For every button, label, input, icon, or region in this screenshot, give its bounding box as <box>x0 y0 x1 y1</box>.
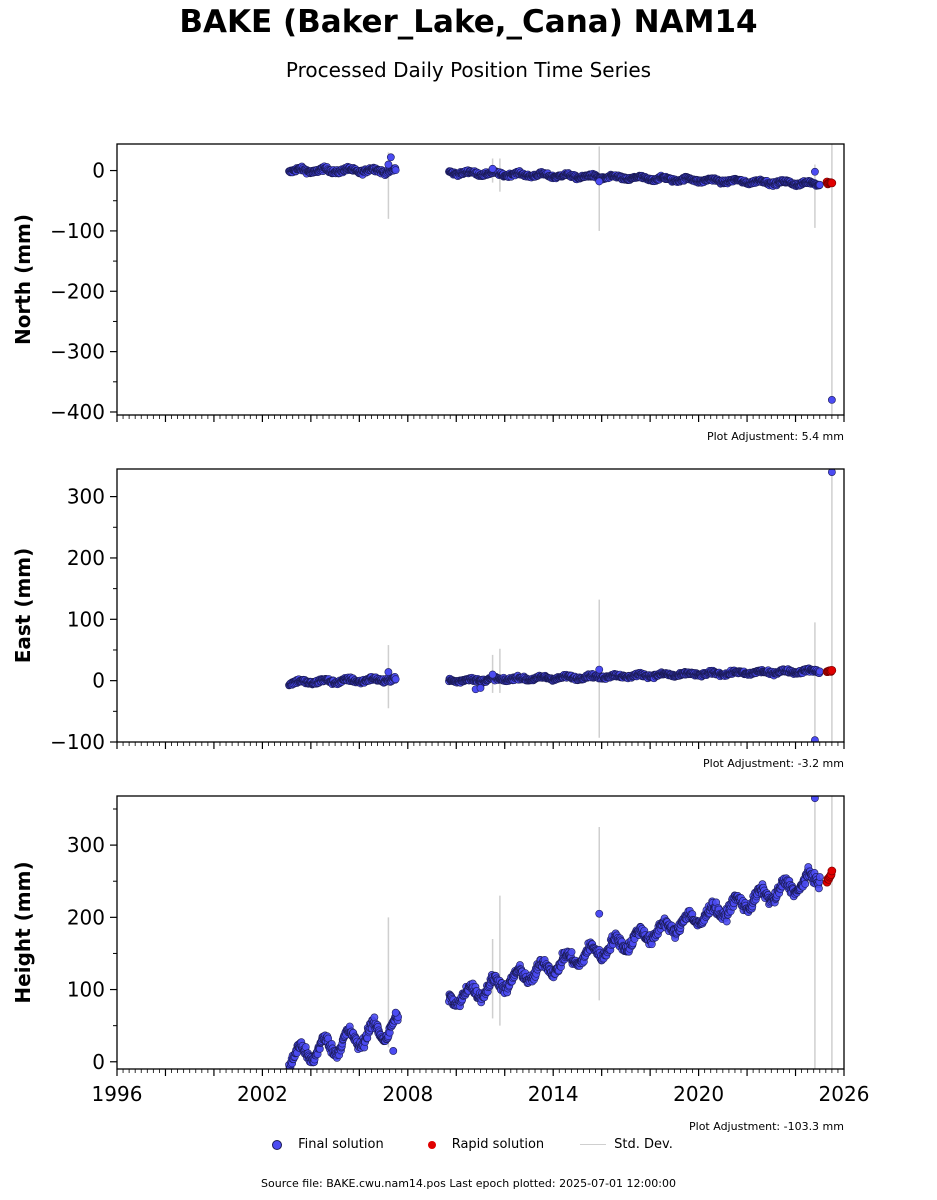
final-point <box>384 668 393 676</box>
y-axis-label: East (mm) <box>11 548 35 664</box>
final-point <box>389 1047 398 1055</box>
plot-adjustment-note: Plot Adjustment: -3.2 mm <box>703 757 844 770</box>
final-point <box>488 670 497 679</box>
legend-std-label: Std. Dev. <box>614 1137 673 1152</box>
x-tick-label: 1996 <box>92 1082 143 1106</box>
final-point <box>827 469 836 476</box>
y-tick-label: 100 <box>67 978 105 1002</box>
y-tick-label: 100 <box>67 607 105 631</box>
panel-2: 300 200 100 0 −100 East (mm) Plot Adjustment: … <box>11 468 845 770</box>
x-tick-label: 2026 <box>819 1082 870 1106</box>
rapid-point <box>827 666 837 675</box>
legend-final: Final solution <box>264 1137 384 1152</box>
x-tick-label: 2014 <box>528 1082 579 1106</box>
final-point <box>827 396 836 404</box>
y-axis-label: North (mm) <box>11 214 35 345</box>
y-tick-label: 0 <box>92 1050 105 1074</box>
y-tick-label: −100 <box>50 219 105 243</box>
y-tick-label: 300 <box>67 833 105 857</box>
source-note: Source file: BAKE.cwu.nam14.pos Last epo… <box>261 1177 676 1190</box>
final-point <box>391 1008 400 1017</box>
std-dev-line-icon <box>580 1144 607 1145</box>
plot-area-1 <box>285 144 837 415</box>
legend-rapid: Rapid solution <box>420 1137 544 1152</box>
final-point <box>811 796 819 803</box>
plot-area-3 <box>285 796 837 1069</box>
y-tick-label: 200 <box>67 546 105 570</box>
y-tick-label: −200 <box>50 279 105 303</box>
y-tick-label: 0 <box>92 159 105 183</box>
y-tick-label: −300 <box>50 340 105 364</box>
final-point <box>567 948 576 956</box>
final-point <box>815 667 824 676</box>
chart-subtitle: Processed Daily Position Time Series <box>285 58 652 82</box>
final-point <box>391 166 400 175</box>
y-tick-label: −100 <box>50 730 105 754</box>
final-point <box>811 167 819 176</box>
final-point <box>811 736 819 742</box>
rapid-solution-marker-icon <box>427 1140 436 1149</box>
y-axis-label: Height (mm) <box>11 861 35 1003</box>
plot-frame <box>116 468 845 743</box>
plot-frame <box>116 795 845 1070</box>
x-tick-label: 2020 <box>673 1082 724 1106</box>
final-point <box>801 880 810 888</box>
legend: Final solution Rapid solution Std. Dev. <box>0 1137 937 1152</box>
final-point <box>815 873 824 881</box>
rapid-point <box>827 866 837 876</box>
final-point <box>814 884 823 893</box>
final-point <box>722 917 731 926</box>
y-tick-label: 300 <box>67 485 105 509</box>
final-solution-marker-icon <box>272 1139 283 1150</box>
legend-std: Std. Dev. <box>580 1137 673 1152</box>
x-tick-label: 2008 <box>382 1082 433 1106</box>
chart-title: BAKE (Baker_Lake,_Cana) NAM14 <box>179 4 758 40</box>
rapid-point <box>827 178 837 188</box>
final-point <box>384 160 393 169</box>
final-point <box>595 909 604 918</box>
legend-rapid-label: Rapid solution <box>451 1137 545 1152</box>
final-point <box>595 665 604 674</box>
final-point <box>595 177 604 186</box>
final-point <box>386 153 395 162</box>
plot-adjustment-note: Plot Adjustment: 5.4 mm <box>707 430 844 443</box>
plot-adjustment-note: Plot Adjustment: -103.3 mm <box>689 1120 844 1133</box>
final-point <box>391 675 400 684</box>
y-tick-label: 0 <box>92 669 105 693</box>
plot-area-2 <box>285 469 837 742</box>
final-point <box>815 180 824 189</box>
final-point <box>488 164 497 173</box>
y-tick-label: −400 <box>50 400 105 424</box>
panel-3: 300 200 100 0 1996 2002 2008 2014 2020 2026 Height… <box>11 795 869 1133</box>
y-tick-label: 200 <box>67 905 105 929</box>
final-point <box>476 684 485 692</box>
panel-1: 0 −100 −200 −300 −400 North (mm) Plot Adjustme… <box>11 143 845 443</box>
x-tick-label: 2002 <box>237 1082 288 1106</box>
legend-final-label: Final solution <box>298 1137 384 1152</box>
